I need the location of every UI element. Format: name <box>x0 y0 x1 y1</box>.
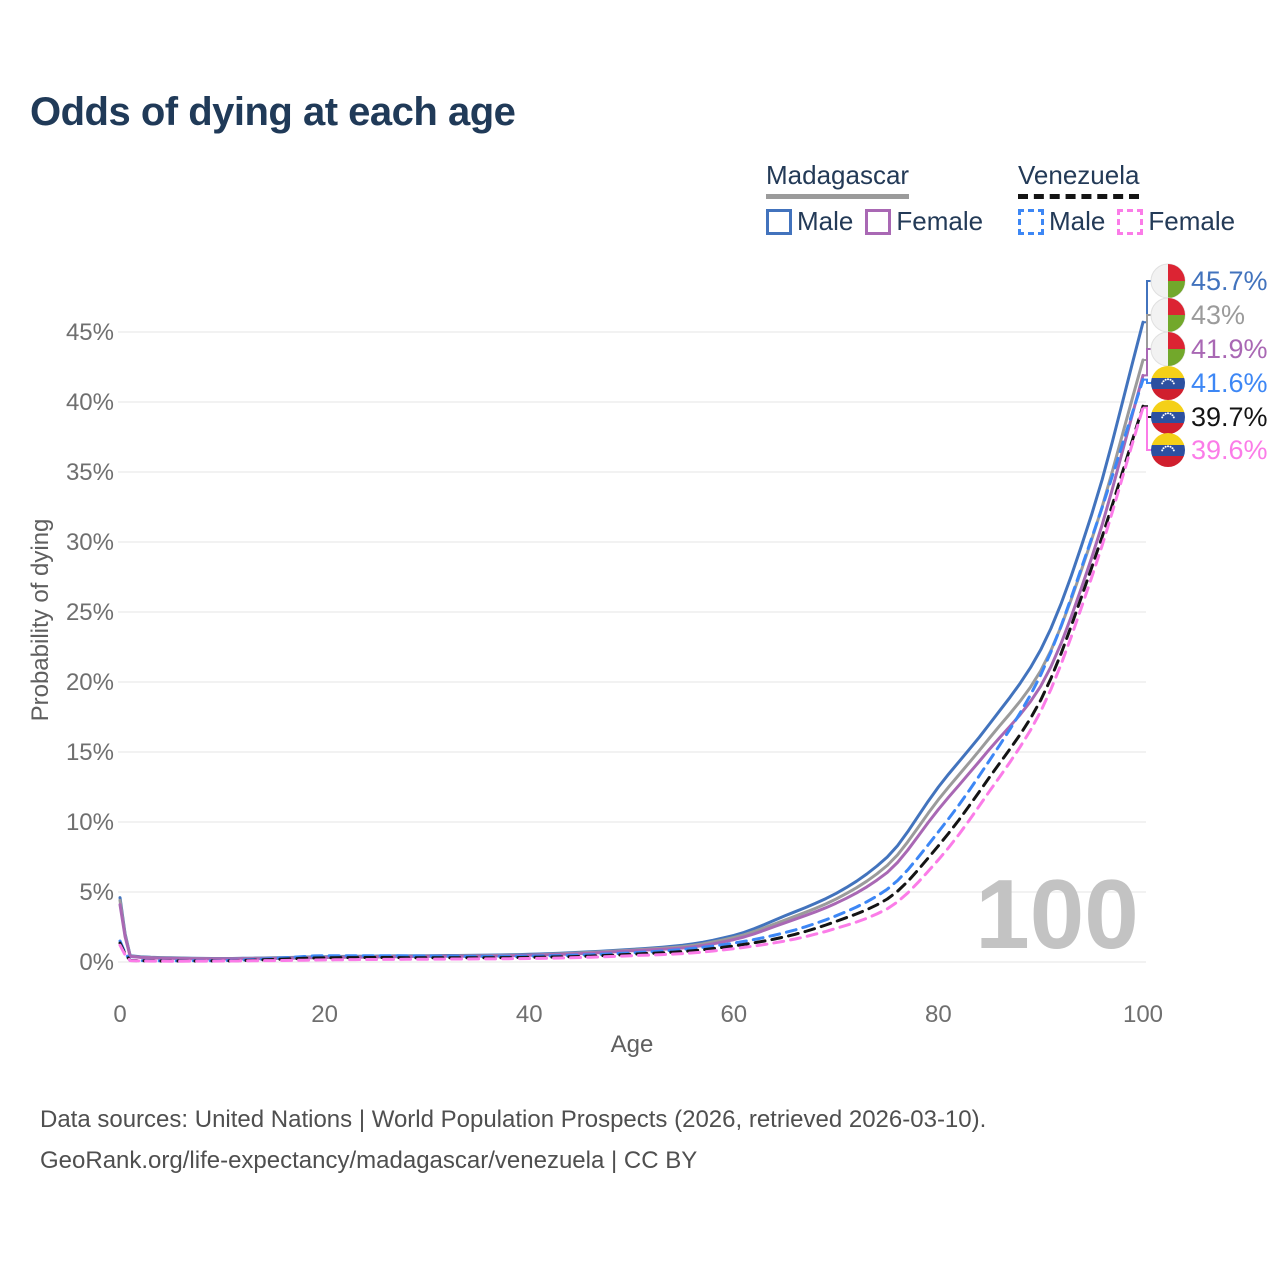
madagascar-male-line-swatch-icon <box>766 208 792 235</box>
legend-item-venezuela-female[interactable]: Female <box>1117 206 1235 237</box>
series-line-venezuela-female[interactable] <box>118 406 1145 963</box>
x-tick-label-0: 0 <box>113 1001 126 1028</box>
madagascar-female-line-swatch-icon <box>865 208 892 235</box>
y-tick-label-25pct: 25% <box>66 599 114 626</box>
venezuela-female-line-swatch-icon <box>1117 208 1144 235</box>
legend-label-madagascar-female: Female <box>896 206 984 236</box>
y-tick-label-35pct: 35% <box>66 459 114 486</box>
legend-label-venezuela-male: Male <box>1049 206 1106 236</box>
y-tick-label-20pct: 20% <box>66 669 114 696</box>
x-tick-label-80: 80 <box>925 1001 952 1028</box>
legend-label-madagascar-male: Male <box>797 206 854 236</box>
y-tick-label-5pct: 5% <box>79 879 114 906</box>
watermark-age-100: 100 <box>975 859 1139 969</box>
leader-line-venezuela-male <box>1143 378 1154 384</box>
legend-item-venezuela-male[interactable]: Male <box>1018 206 1105 237</box>
leader-line-venezuela-female <box>1143 406 1154 451</box>
footer-data-sources: Data sources: United Nations | World Pop… <box>40 1106 987 1133</box>
legend-label-venezuela-female: Female <box>1148 206 1236 236</box>
y-axis-title: Probability of dying <box>27 519 54 722</box>
page-title: Odds of dying at each age <box>30 90 516 134</box>
leader-line-madagascar-male <box>1143 280 1154 324</box>
legend-item-madagascar-female[interactable]: Female <box>865 206 983 237</box>
x-tick-label-60: 60 <box>720 1001 747 1028</box>
x-tick-label-100: 100 <box>1123 1001 1163 1028</box>
legend-country-madagascar[interactable]: Madagascar <box>766 160 910 199</box>
venezuela-male-line-swatch-icon <box>1018 208 1044 235</box>
y-tick-label-15pct: 15% <box>66 739 114 766</box>
y-tick-label-45pct: 45% <box>66 319 114 346</box>
legend-group-venezuela: Venezuela Male Female <box>1018 160 1235 237</box>
legend-item-madagascar-male[interactable]: Male <box>766 206 853 237</box>
leader-line-madagascar-female <box>1143 348 1154 377</box>
legend-country-venezuela[interactable]: Venezuela <box>1018 160 1140 199</box>
x-axis-title: Age <box>611 1031 654 1058</box>
x-tick-label-40: 40 <box>516 1001 543 1028</box>
legend-group-madagascar: Madagascar Male Female <box>766 160 983 237</box>
footer-attribution-link: GeoRank.org/life-expectancy/madagascar/v… <box>40 1147 698 1174</box>
y-tick-label-30pct: 30% <box>66 529 114 556</box>
y-tick-label-40pct: 40% <box>66 389 114 416</box>
x-tick-label-20: 20 <box>311 1001 338 1028</box>
y-tick-label-10pct: 10% <box>66 809 114 836</box>
y-tick-label-0pct: 0% <box>79 949 114 976</box>
